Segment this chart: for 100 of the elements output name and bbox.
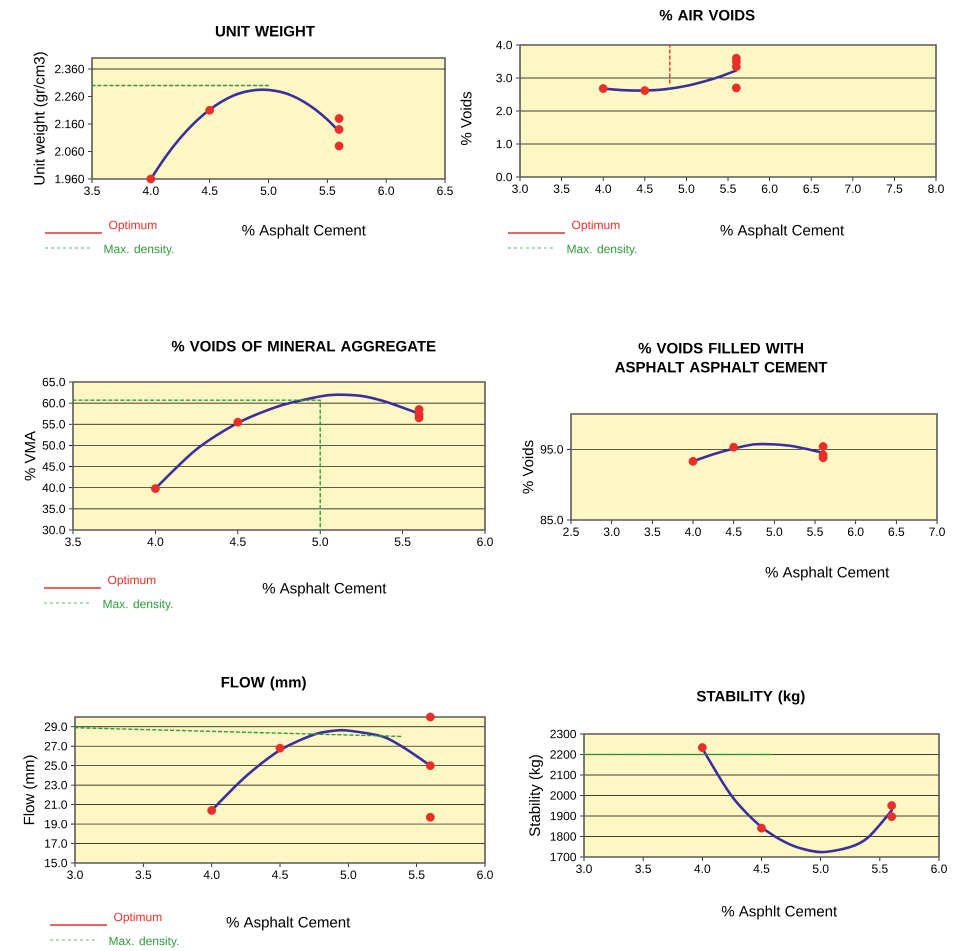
y-tick-label: 40.0 — [42, 483, 66, 492]
x-tick-label: 4.0 — [142, 186, 159, 196]
text: Optimum — [108, 575, 156, 587]
x-tick-label: 3.5 — [644, 528, 660, 536]
y-tick-label: 30.0 — [42, 526, 66, 534]
x-tick-label: 3.5 — [554, 184, 570, 194]
x-tick-label: 3.5 — [135, 870, 152, 880]
y-tick-label: 15.0 — [45, 858, 68, 868]
x-tick-label: 4.0 — [595, 184, 612, 194]
y-axis-title: Unit weight (gr/cm3) — [34, 52, 48, 184]
y-tick-label: 25.0 — [44, 761, 68, 770]
x-tick-label: 4.5 — [202, 186, 218, 195]
y-tick-label: 2.160 — [55, 120, 84, 128]
text: Optimum — [109, 220, 156, 232]
x-tick-label: 7.0 — [845, 184, 861, 194]
x-tick-label: 4.0 — [147, 538, 164, 546]
x-tick-label: 4.0 — [694, 864, 710, 874]
text: Max. density. — [104, 244, 174, 256]
text: Optimum — [114, 912, 162, 924]
y-tick-label: 65.0 — [42, 378, 66, 386]
y-tick-label: 29.0 — [44, 722, 68, 731]
y-tick-label: 1800 — [550, 832, 576, 841]
chart-title: % AIR VOIDS — [660, 10, 755, 20]
y-tick-label: 50.0 — [42, 441, 66, 450]
y-axis-title: % Voids — [522, 440, 534, 494]
x-axis-title: % Asphalt Cement — [262, 582, 386, 596]
x-tick-label: 3.5 — [635, 864, 652, 874]
y-tick-label: 1700 — [550, 852, 576, 862]
x-tick-label: 5.5 — [319, 186, 336, 195]
x-tick-label: 3.0 — [604, 528, 620, 536]
x-tick-label: 4.5 — [726, 528, 742, 536]
x-tick-label: 6.0 — [477, 538, 493, 546]
x-tick-label: 2.5 — [563, 528, 579, 536]
y-tick-label: 1.0 — [496, 140, 512, 148]
chart-title: STABILITY (kg) — [696, 690, 805, 704]
x-tick-label: 6.5 — [888, 528, 904, 536]
y-tick-label: 23.0 — [44, 780, 68, 790]
x-tick-label: 5.0 — [340, 870, 356, 880]
text: Max. density. — [568, 244, 636, 256]
y-tick-label: 55.0 — [42, 420, 66, 429]
chart-title: % VOIDS OF MINERAL AGGREGATE — [172, 340, 436, 352]
y-axis-title: Stability (kg) — [528, 755, 543, 836]
x-tick-label: 6.0 — [477, 870, 493, 880]
x-tick-label: 6.0 — [762, 184, 778, 194]
y-tick-label: 17.0 — [45, 839, 68, 848]
y2-axis-title: % Voids — [460, 92, 472, 146]
x-tick-label: 7.0 — [929, 528, 945, 536]
y-tick-label: 1.960 — [55, 174, 84, 184]
x-tick-label: 6.0 — [378, 186, 394, 196]
x-tick-label: 6.0 — [931, 864, 947, 874]
chart-title: FLOW (mm) — [222, 676, 306, 690]
y-tick-label: 60.0 — [42, 398, 66, 408]
x-tick-label: 5.0 — [812, 864, 829, 874]
y-tick-label: 0.0 — [496, 172, 512, 182]
x-axis-title: % Asphalt Cement — [242, 224, 366, 238]
y-tick-label: 2100 — [550, 770, 576, 780]
text: Max. density. — [104, 599, 172, 611]
y-tick-label: 2.0 — [496, 106, 512, 116]
x-tick-label: 3.0 — [512, 184, 528, 194]
y-tick-label: 2.360 — [55, 64, 84, 74]
x-tick-label: 5.5 — [807, 528, 823, 536]
y-axis-title: Flow (mm) — [23, 756, 38, 824]
x-axis-title: % Asphalt Cement — [766, 566, 890, 580]
y-tick-label: 85.0 — [540, 516, 564, 524]
x-axis-title: % Asphalt Cement — [226, 916, 350, 930]
x-tick-label: 4.5 — [230, 538, 246, 546]
x-tick-label: 6.0 — [848, 528, 864, 536]
chart-title: % VOIDS FILLED WITH ASPHALT ASPHALT CEMENT — [615, 342, 828, 372]
text: Max. density. — [110, 936, 178, 948]
x-tick-label: 5.5 — [394, 538, 410, 546]
x-tick-label: 7.5 — [886, 184, 902, 193]
y-tick-label: 2200 — [550, 750, 576, 759]
x-tick-label: 5.5 — [720, 184, 736, 193]
chart-title: UNIT WEIGHT — [216, 26, 315, 36]
y-axis-title: % VMA — [24, 431, 36, 480]
y-tick-label: 1900 — [550, 812, 576, 820]
x-tick-label: 5.0 — [766, 528, 782, 536]
x-tick-label: 5.0 — [312, 538, 328, 546]
x-tick-label: 3.5 — [65, 538, 81, 546]
x-axis-title: % Asphalt Cement — [720, 224, 844, 238]
y-tick-label: 21.0 — [44, 800, 68, 809]
x-tick-label: 3.0 — [576, 864, 592, 874]
x-tick-label: 5.0 — [260, 186, 276, 196]
y-tick-label: 19.0 — [45, 820, 68, 828]
y-tick-label: 3.0 — [496, 74, 512, 82]
y-tick-label: 27.0 — [44, 742, 68, 750]
x-tick-label: 5.5 — [872, 864, 888, 873]
x-axis-title: % Asphlt Cement — [722, 906, 838, 920]
x-tick-label: 4.5 — [636, 184, 653, 193]
x-tick-label: 5.5 — [408, 870, 425, 879]
y-tick-label: 2000 — [550, 791, 576, 800]
y-tick-label: 2.260 — [55, 92, 84, 101]
x-tick-label: 5.0 — [678, 184, 694, 194]
x-tick-label: 6.5 — [437, 186, 453, 196]
x-tick-label: 4.0 — [684, 528, 701, 536]
x-tick-label: 4.5 — [753, 864, 770, 873]
y-tick-label: 35.0 — [42, 504, 66, 514]
text: Optimum — [572, 220, 620, 232]
y-tick-label: 2300 — [550, 730, 576, 738]
x-tick-label: 4.0 — [204, 870, 220, 880]
